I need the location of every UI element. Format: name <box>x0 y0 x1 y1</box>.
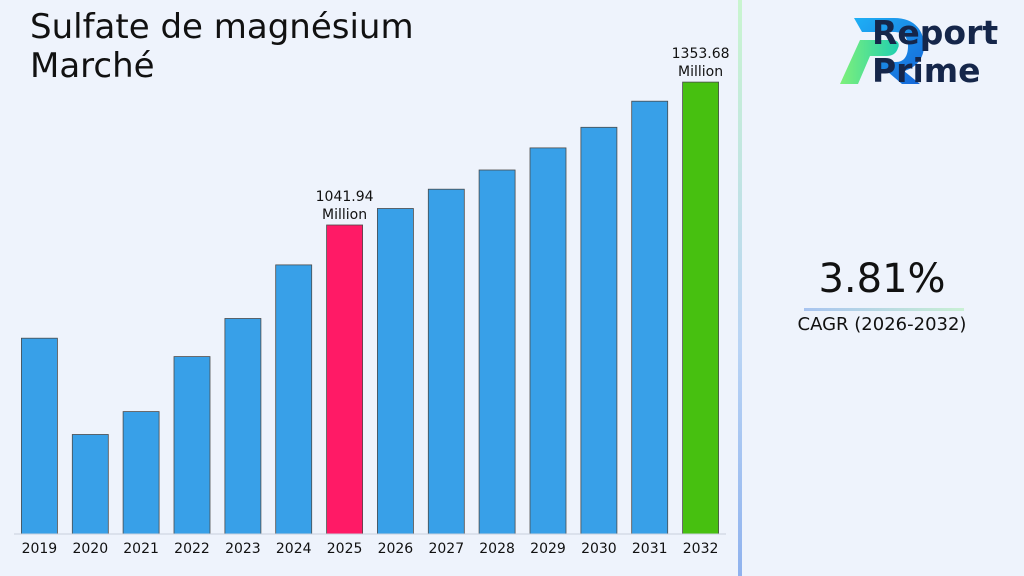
data-label-unit-2025: Million <box>322 207 367 223</box>
data-label-value-2025: 1041.94 <box>316 189 374 205</box>
bar-2025 <box>326 224 364 535</box>
x-tick-label-2032: 2032 <box>683 541 719 557</box>
bar-2019 <box>20 337 58 535</box>
data-label-value-2032: 1353.68 <box>672 46 730 62</box>
bar-2022 <box>173 356 211 535</box>
chart-title-line-2: Marché <box>30 46 155 86</box>
data-labels: 1041.94 Million 1353.68 Million <box>316 46 730 223</box>
x-tick-label-2020: 2020 <box>72 541 108 557</box>
x-tick-label-2028: 2028 <box>479 541 515 557</box>
x-tick-label-2024: 2024 <box>276 541 312 557</box>
bar-2027 <box>427 188 465 535</box>
bar-2030 <box>580 126 618 535</box>
report-prime-logo-icon <box>840 18 924 84</box>
x-tick-label-2021: 2021 <box>123 541 159 557</box>
x-tick-label-2031: 2031 <box>632 541 668 557</box>
x-tick-labels: 2019 2020 2021 2022 2023 2024 2025 2026 2027 2028… <box>22 541 719 557</box>
x-tick-label-2029: 2029 <box>530 541 566 557</box>
cagr-value: 3.81% <box>818 256 946 302</box>
brand-name: Report Prime <box>872 14 998 90</box>
bar-2031 <box>631 100 669 535</box>
cagr-label: CAGR (2026-2032) <box>797 314 967 335</box>
bar-2020 <box>71 434 109 535</box>
chart-title: Sulfate de magnésium Marché <box>30 8 414 86</box>
x-tick-label-2030: 2030 <box>581 541 617 557</box>
bars-layer <box>20 81 719 535</box>
bar-2021 <box>122 411 160 535</box>
bar-2024 <box>275 264 313 535</box>
x-tick-label-2026: 2026 <box>378 541 414 557</box>
data-label-unit-2032: Million <box>678 64 723 80</box>
bar-chart: 2019 2020 2021 2022 2023 2024 2025 2026 2027 2028… <box>14 46 730 557</box>
bar-2032 <box>682 81 719 535</box>
bar-2023 <box>224 318 262 535</box>
x-tick-label-2023: 2023 <box>225 541 261 557</box>
cagr-underline <box>804 308 964 311</box>
bar-2028 <box>478 169 516 535</box>
bar-2029 <box>529 147 567 535</box>
chart-title-line-1: Sulfate de magnésium <box>30 7 414 47</box>
bar-2026 <box>376 208 414 535</box>
brand-line-2: Prime <box>872 51 981 90</box>
panel-divider <box>738 0 742 576</box>
brand-line-1: Report <box>872 13 999 52</box>
x-tick-label-2025: 2025 <box>327 541 363 557</box>
x-tick-label-2027: 2027 <box>428 541 464 557</box>
x-tick-label-2022: 2022 <box>174 541 210 557</box>
x-tick-label-2019: 2019 <box>22 541 58 557</box>
